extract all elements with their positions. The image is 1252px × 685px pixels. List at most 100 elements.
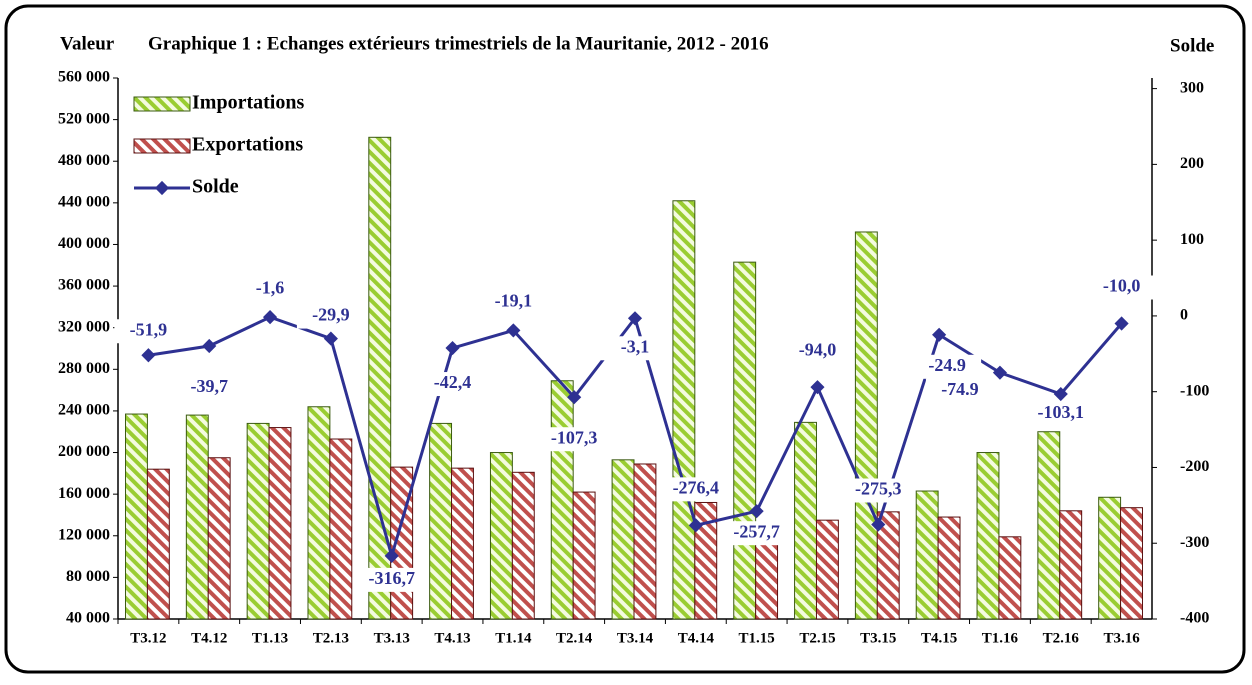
bar [207, 457, 231, 620]
legend-marker [154, 180, 170, 196]
data-label-bg [925, 378, 994, 403]
data-label: -275,3 [855, 479, 902, 499]
x-tick-label: T4.13 [434, 630, 470, 646]
point [262, 310, 278, 325]
bar [329, 438, 353, 620]
bar [146, 468, 170, 620]
y-tick-label: 160 000 [58, 485, 110, 502]
y-tick-label: 80 000 [66, 568, 110, 585]
y2-tick-label: -400 [1180, 610, 1209, 627]
data-label-bg [1087, 275, 1156, 300]
legend-swatch [133, 138, 191, 154]
bar [307, 406, 331, 620]
bar [511, 471, 535, 620]
y-tick-label: 440 000 [58, 194, 110, 211]
data-label: -24.9 [928, 355, 966, 375]
y-tick-label: 280 000 [58, 360, 110, 377]
bar [937, 516, 961, 620]
bar [633, 463, 657, 620]
data-label: -316,7 [368, 568, 415, 588]
y-tick-label: 560 000 [58, 69, 110, 86]
bar [976, 452, 1000, 620]
data-label-bg [479, 290, 548, 315]
x-tick-label: T1.14 [495, 630, 532, 646]
y2-tick-label: -100 [1180, 382, 1209, 399]
y-tick-label: 120 000 [58, 526, 110, 543]
bar [125, 413, 148, 620]
data-label: -39,7 [190, 376, 228, 396]
bar [451, 467, 474, 620]
chart-title: Graphique 1 : Echanges extérieurs trimes… [148, 33, 769, 54]
bar [185, 414, 209, 620]
bar [246, 422, 270, 620]
point [1053, 386, 1068, 402]
legend-label: Exportations [192, 134, 303, 156]
data-label: -29,9 [312, 305, 350, 325]
legend-label: Solde [192, 176, 239, 198]
y-tick-label: 320 000 [58, 318, 110, 335]
data-label-bg [661, 477, 730, 502]
data-label: -103,1 [1038, 402, 1085, 422]
data-label: -74.9 [941, 379, 979, 399]
x-tick-label: T2.16 [1043, 630, 1080, 646]
data-label-bg [783, 339, 852, 364]
bar [998, 536, 1022, 620]
y2-tick-label: -200 [1180, 458, 1209, 475]
data-label-bg [418, 372, 487, 397]
point [567, 390, 582, 405]
x-tick-label: T3.16 [1103, 630, 1140, 646]
data-label-bg [540, 427, 609, 452]
y-tick-label: 400 000 [58, 235, 110, 252]
bar [876, 511, 900, 620]
point [810, 380, 825, 395]
x-tick-label: T4.14 [678, 630, 715, 646]
data-label: -257,7 [733, 521, 780, 541]
bar [1098, 496, 1122, 620]
y2-tick-label: 300 [1180, 79, 1204, 96]
y2-tick-label: 0 [1180, 307, 1188, 324]
data-label-bg [722, 521, 791, 546]
point [384, 548, 399, 563]
point [445, 340, 460, 356]
x-tick-label: T1.13 [252, 630, 288, 646]
data-label-bg [175, 375, 244, 400]
y-tick-label: 360 000 [58, 277, 110, 294]
x-tick-label: T4.15 [921, 630, 957, 646]
bar [489, 452, 513, 620]
data-label: -94,0 [799, 339, 837, 359]
data-label: -42,4 [434, 372, 472, 392]
legend-swatch [133, 96, 191, 112]
x-tick-label: T3.14 [617, 630, 654, 646]
point [992, 365, 1008, 380]
point [1114, 316, 1129, 331]
x-tick-label: T1.16 [982, 630, 1019, 646]
point [871, 517, 886, 532]
data-label-bg [844, 478, 913, 503]
data-label: -1,6 [256, 277, 285, 297]
point [323, 331, 338, 346]
bar [733, 261, 757, 620]
bar [550, 380, 574, 620]
point [627, 311, 643, 326]
point [688, 518, 703, 533]
y-tick-label: 480 000 [58, 152, 110, 169]
y-tick-label: 520 000 [58, 110, 110, 127]
data-label: -19,1 [495, 291, 533, 311]
bar [672, 200, 696, 620]
y2-axis-label: Solde [1170, 35, 1214, 56]
data-label: -276,4 [673, 477, 720, 497]
y2-tick-label: -300 [1180, 534, 1209, 551]
y-tick-label: 40 000 [66, 610, 110, 627]
data-label: -10,0 [1103, 276, 1141, 296]
bar [694, 501, 718, 620]
data-label-bg [601, 336, 669, 361]
bar [572, 491, 596, 620]
x-tick-label: T3.12 [130, 630, 166, 646]
bar [815, 519, 839, 620]
x-tick-label: T2.13 [313, 630, 349, 646]
bar [1059, 510, 1083, 620]
data-label-bg [114, 319, 183, 344]
bar [1037, 431, 1061, 620]
bar [915, 490, 939, 620]
